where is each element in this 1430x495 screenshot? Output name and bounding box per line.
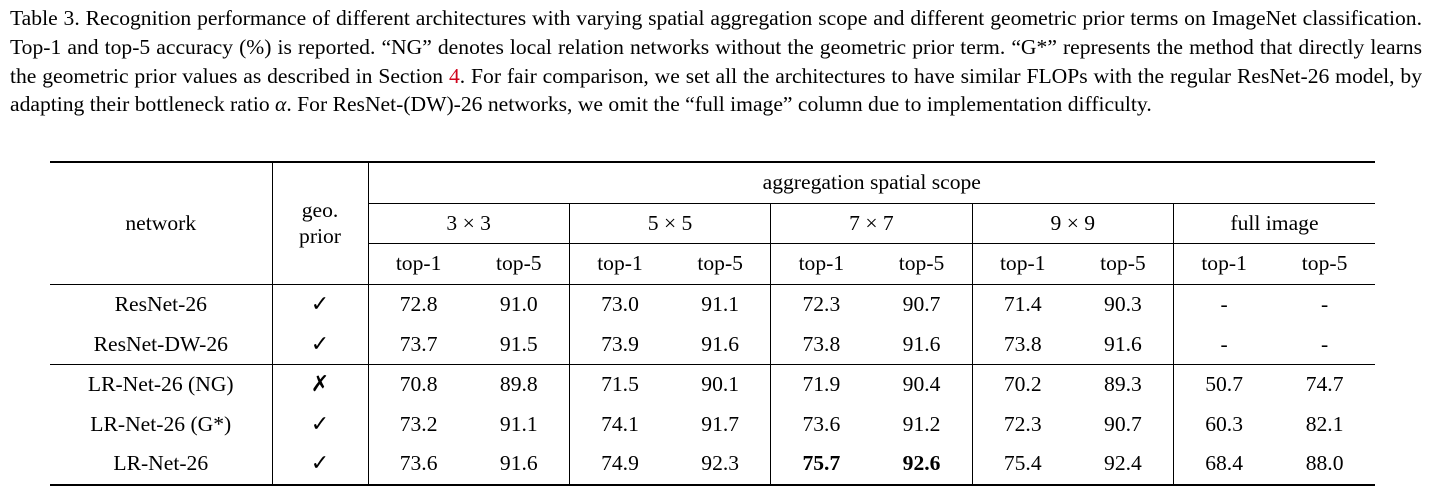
accuracy-cell: 92.4 [1072, 444, 1175, 486]
header-network: network [50, 160, 273, 285]
accuracy-cell: 89.8 [468, 363, 570, 405]
check-icon: ✓ [272, 404, 369, 445]
accuracy-cell: 74.7 [1274, 363, 1375, 405]
accuracy-cell: 91.7 [670, 404, 772, 445]
accuracy-cell: 90.3 [1072, 283, 1175, 325]
header-geo-line1: geo. [301, 198, 339, 223]
table-row: LR-Net-26 (G*) ✓ 73.2 91.1 74.1 91.7 73.6 91.2 7… [50, 404, 1375, 445]
header-scope: aggregation spatial scope [368, 160, 1375, 204]
scope-header: full image [1173, 203, 1375, 245]
accuracy-cell: 88.0 [1274, 444, 1375, 486]
accuracy-cell: 73.2 [399, 411, 438, 436]
table-row: LR-Net-26 (NG) ✗ 70.8 89.8 71.5 90.1 71.9 90.4 7… [50, 363, 1375, 405]
accuracy-cell: 73.8 [802, 331, 841, 356]
accuracy-cell: - [1274, 283, 1375, 325]
header-row-1: network geo. prior aggregation spatial s… [50, 160, 1375, 285]
accuracy-cell: 75.7 [770, 444, 872, 486]
scope-header: 7 × 7 [770, 203, 973, 245]
accuracy-cell: 91.6 [871, 324, 973, 365]
check-icon: ✓ [272, 444, 369, 486]
accuracy-cell: 75.4 [972, 444, 1073, 486]
network-name: ResNet-DW-26 [50, 324, 273, 365]
network-name: LR-Net-26 (G*) [50, 404, 273, 445]
accuracy-cell: 90.1 [670, 363, 772, 405]
network-name: LR-Net-26 (NG) [50, 363, 273, 405]
accuracy-cell: 74.9 [569, 444, 671, 486]
accuracy-cell: 60.3 [1205, 411, 1243, 436]
accuracy-cell: 72.3 [1003, 411, 1042, 436]
accuracy-cell: 89.3 [1072, 363, 1175, 405]
accuracy-cell: 91.6 [468, 444, 570, 486]
results-table: network geo. prior aggregation spatial s… [50, 160, 1375, 486]
metric-header: top-5 [468, 243, 570, 285]
scope-header: 3 × 3 [368, 203, 570, 245]
accuracy-cell: 73.9 [601, 331, 639, 356]
header-geo-prior: geo. prior [272, 160, 369, 285]
accuracy-cell: 91.5 [468, 324, 570, 365]
accuracy-cell: 72.3 [770, 283, 872, 325]
caption-text-1: Table 3. Recognition performance of diff… [10, 6, 1422, 88]
section-reference-link[interactable]: 4 [448, 63, 460, 88]
accuracy-cell: 74.1 [601, 411, 639, 436]
alpha-symbol: α [275, 92, 287, 117]
metric-header: top-1 [798, 251, 845, 276]
scope-header: 9 × 9 [972, 203, 1175, 245]
metric-header: top-5 [1072, 243, 1175, 285]
accuracy-cell: 73.8 [1003, 331, 1042, 356]
accuracy-cell: 82.1 [1305, 411, 1344, 436]
cross-icon: ✗ [272, 363, 369, 405]
table-row: ResNet-26 ✓ 72.8 91.0 73.0 91.1 72.3 90.7 71.4 90… [50, 283, 1375, 325]
table-row: ResNet-DW-26 ✓ 73.7 91.5 73.9 91.6 73.8 91.6 73.… [50, 324, 1375, 365]
accuracy-cell: - [1220, 331, 1228, 356]
caption-text-3: . For ResNet-(DW)-26 networks, we omit t… [286, 92, 1152, 117]
caption-text-2: . For fair comparison, we set all the ar… [10, 63, 1422, 117]
accuracy-cell: 91.2 [871, 404, 973, 445]
metric-header: top-5 [670, 243, 772, 285]
table-caption: Table 3. Recognition performance of diff… [10, 4, 1422, 119]
scope-header: 5 × 5 [569, 203, 772, 245]
metric-header: top-1 [597, 251, 643, 276]
check-icon: ✓ [272, 283, 369, 325]
network-name: LR-Net-26 [50, 444, 273, 486]
header-row-3: top-1 top-5 top-1 top-5 top-1 top-5 top-1 top-5… [50, 243, 1375, 285]
metric-header: top-1 [395, 251, 442, 276]
check-icon: ✓ [272, 324, 369, 365]
accuracy-cell: 68.4 [1173, 444, 1275, 486]
accuracy-cell: 92.3 [670, 444, 772, 486]
metric-header: top-5 [1301, 251, 1348, 276]
table-row: LR-Net-26 ✓ 73.6 91.6 74.9 92.3 75.7 92.6 75.4 92… [50, 444, 1375, 486]
accuracy-cell: 72.8 [368, 283, 469, 325]
accuracy-cell: 90.7 [1072, 404, 1175, 445]
accuracy-cell: 91.0 [468, 283, 570, 325]
accuracy-cell: 71.4 [972, 283, 1073, 325]
accuracy-cell: 90.4 [871, 363, 973, 405]
accuracy-cell: 91.1 [468, 404, 570, 445]
accuracy-cell: 91.1 [670, 283, 772, 325]
network-name: ResNet-26 [50, 283, 273, 325]
accuracy-cell: 71.9 [770, 363, 872, 405]
accuracy-cell: 90.7 [871, 283, 973, 325]
accuracy-cell: 73.6 [802, 411, 841, 436]
accuracy-cell: - [1321, 331, 1329, 356]
accuracy-cell: - [1173, 283, 1275, 325]
accuracy-cell: 70.8 [368, 363, 469, 405]
accuracy-cell: 91.6 [1072, 324, 1175, 365]
accuracy-cell: 71.5 [569, 363, 671, 405]
accuracy-cell: 73.0 [569, 283, 671, 325]
metric-header: top-1 [1201, 251, 1247, 276]
accuracy-cell: 92.6 [871, 444, 973, 486]
accuracy-cell: 73.7 [399, 331, 438, 356]
accuracy-cell: 73.6 [368, 444, 469, 486]
metric-header: top-5 [871, 243, 973, 285]
header-geo-line2: prior [299, 224, 341, 249]
accuracy-cell: 91.6 [670, 324, 772, 365]
accuracy-cell: 50.7 [1173, 363, 1275, 405]
metric-header: top-1 [999, 251, 1046, 276]
accuracy-cell: 70.2 [972, 363, 1073, 405]
